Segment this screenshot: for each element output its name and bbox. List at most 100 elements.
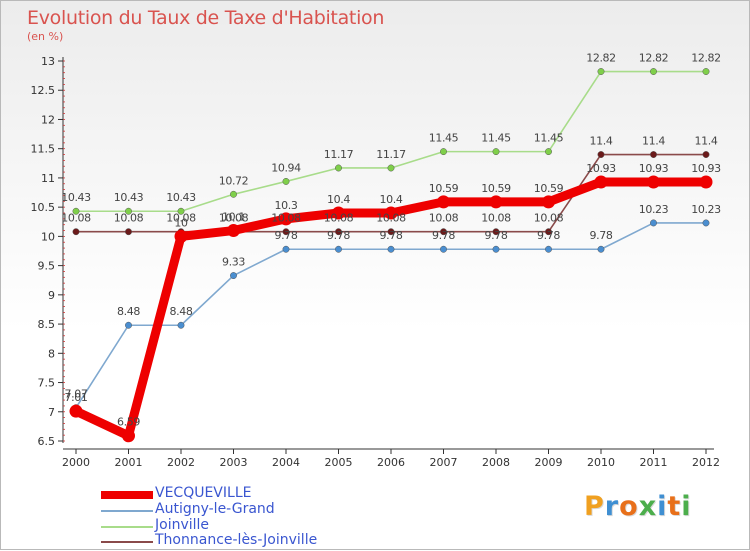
unit-label: (en %) [27,30,64,43]
data-label: 10.4 [380,193,403,206]
data-label: 12.82 [639,52,669,65]
logo-letter: o [619,491,639,522]
legend-label-vecqueville: VECQUEVILLE [155,485,252,501]
x-tick-label: 2002 [167,456,195,469]
data-label: 11.4 [642,135,665,148]
data-point [230,190,237,198]
data-label: 10.3 [275,199,298,212]
data-label: 10.08 [219,212,249,225]
legend-swatch-joinville [101,526,153,528]
data-label: 10.08 [61,212,91,225]
chart-axes: 6.5 7 7.5 8 8.5 9 9.5 10 10.5 11 11.5 12 12.5 13 2000 2… [31,55,721,469]
data-label: 10.08 [114,212,144,225]
data-point [125,207,132,215]
logo-letter: i [657,491,668,522]
legend-label-joinville: Joinville [155,517,210,533]
logo-letter: P [584,491,605,522]
data-label: 8.48 [117,305,140,318]
data-point [650,151,657,158]
data-label: 10.08 [429,212,459,225]
data-label: 9.33 [222,256,245,269]
data-label: 10.08 [376,212,406,225]
x-tick-label: 2004 [272,456,300,469]
data-label: 10.93 [586,162,616,175]
logo-letter: i [681,491,692,522]
data-label: 10.4 [327,193,350,206]
data-point [597,245,605,253]
data-label: 12.82 [691,52,721,65]
data-point [545,245,552,253]
x-tick-label: 2001 [115,456,143,469]
data-label: 10.43 [61,191,91,204]
data-label: 9.78 [380,229,403,242]
data-label: 6.59 [117,416,140,429]
data-point [122,429,135,443]
data-point [440,245,447,253]
data-label: 10.08 [481,212,511,225]
data-label: 10.94 [271,161,301,174]
data-point [230,272,237,280]
data-point [282,245,290,253]
data-point [227,224,240,238]
data-point [542,195,555,209]
y-tick-label: 9.5 [38,260,56,273]
y-tick-label: 9 [48,289,55,302]
data-point [597,151,605,158]
data-point [647,175,660,189]
data-label: 10.08 [324,212,354,225]
data-point [699,175,713,189]
y-tick-label: 10.5 [31,201,56,214]
data-point [335,228,342,236]
y-tick-label: 10 [41,230,55,243]
data-point [387,228,395,236]
y-tick-label: 7 [48,406,55,419]
data-label: 11.17 [376,148,406,161]
data-point [72,228,80,236]
data-label: 12.82 [586,52,616,65]
data-label: 9.78 [432,229,455,242]
data-label: 11.4 [695,135,718,148]
y-tick-label: 12 [41,113,55,126]
legend-swatch-vecqueville [101,491,153,499]
data-label: 7.07 [65,388,88,401]
y-tick-label: 8 [48,347,55,360]
data-label: 9.78 [537,229,560,242]
data-label: 10.59 [534,182,564,195]
data-point [177,321,185,329]
data-point [384,206,398,220]
data-point [437,195,450,209]
y-tick-label: 13 [41,55,55,68]
data-label: 11.4 [590,135,613,148]
data-point [702,151,710,158]
x-tick-label: 2010 [587,456,615,469]
x-tick-label: 2000 [62,456,90,469]
data-point [489,195,503,209]
x-tick-label: 2012 [692,456,720,469]
data-point [282,228,290,236]
logo-letter: r [604,491,620,522]
data-point [702,68,710,75]
y-tick-label: 12.5 [31,84,56,97]
data-label: 11.17 [324,148,354,161]
x-tick-label: 2009 [535,456,563,469]
data-label: 11.45 [429,132,459,145]
data-label: 9.78 [327,229,350,242]
data-point [545,148,552,156]
data-label: 10.08 [166,212,196,225]
y-tick-label: 11 [41,172,55,185]
data-label: 10.08 [534,212,564,225]
data-label: 9.78 [485,229,508,242]
data-label: 10.23 [691,203,721,216]
legend-swatch-autigny-le-grand [101,510,153,512]
data-label: 10.43 [114,191,144,204]
legend-label-autigny-le-grand: Autigny-le-Grand [155,501,275,517]
data-label: 10 [174,216,188,229]
data-point [125,321,132,329]
data-label: 9.78 [275,229,298,242]
data-label: 11.45 [481,132,511,145]
proxiti-logo: Proxiti [584,491,692,522]
data-label: 10.23 [639,203,669,216]
data-label: 10.59 [429,182,459,195]
logo-letter: x [638,491,658,522]
